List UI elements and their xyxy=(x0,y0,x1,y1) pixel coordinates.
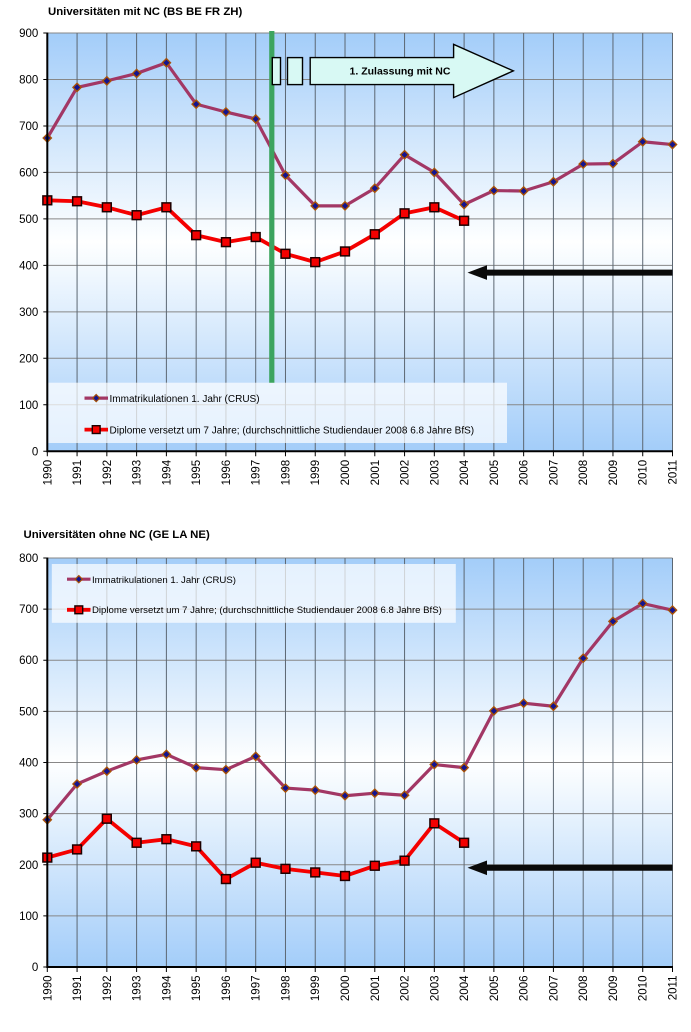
svg-text:100: 100 xyxy=(19,911,38,923)
svg-text:200: 200 xyxy=(19,860,38,872)
svg-text:900: 900 xyxy=(19,28,38,40)
svg-text:0: 0 xyxy=(32,446,38,458)
svg-text:100: 100 xyxy=(19,400,38,412)
svg-text:2008: 2008 xyxy=(578,976,590,1002)
svg-text:2005: 2005 xyxy=(489,460,501,486)
svg-text:1997: 1997 xyxy=(251,976,263,1002)
svg-text:2002: 2002 xyxy=(400,460,412,486)
svg-text:Universitäten ohne NC (GE LA N: Universitäten ohne NC (GE LA NE) xyxy=(24,529,210,541)
svg-text:2010: 2010 xyxy=(638,460,650,486)
svg-text:200: 200 xyxy=(19,353,38,365)
svg-text:2009: 2009 xyxy=(608,976,620,1002)
svg-text:1994: 1994 xyxy=(161,975,173,1001)
svg-text:2001: 2001 xyxy=(370,976,382,1002)
svg-text:500: 500 xyxy=(19,214,38,226)
svg-text:2005: 2005 xyxy=(489,976,501,1002)
svg-text:300: 300 xyxy=(19,307,38,319)
svg-text:400: 400 xyxy=(19,758,38,770)
svg-text:700: 700 xyxy=(19,121,38,133)
svg-text:1996: 1996 xyxy=(221,460,233,486)
svg-text:2011: 2011 xyxy=(668,976,680,1001)
svg-text:Universitäten mit NC (BS BE FR: Universitäten mit NC (BS BE FR ZH) xyxy=(48,6,242,18)
svg-text:2010: 2010 xyxy=(638,976,650,1002)
svg-text:2003: 2003 xyxy=(429,976,441,1002)
svg-text:Immatrikulationen 1. Jahr (CRU: Immatrikulationen 1. Jahr (CRUS) xyxy=(92,575,236,586)
svg-text:1992: 1992 xyxy=(102,976,114,1002)
svg-text:Diplome versetzt um 7 Jahre; (: Diplome versetzt um 7 Jahre; (durchschni… xyxy=(110,425,475,436)
svg-text:1993: 1993 xyxy=(132,976,144,1002)
svg-text:1991: 1991 xyxy=(72,460,84,486)
svg-text:2000: 2000 xyxy=(340,460,352,486)
svg-text:2011: 2011 xyxy=(668,460,680,485)
svg-text:1999: 1999 xyxy=(310,460,322,486)
svg-text:1991: 1991 xyxy=(72,976,84,1002)
svg-text:2002: 2002 xyxy=(400,976,412,1002)
svg-text:800: 800 xyxy=(19,553,38,565)
svg-text:2006: 2006 xyxy=(519,976,531,1002)
svg-text:Diplome versetzt um 7 Jahre; (: Diplome versetzt um 7 Jahre; (durchschni… xyxy=(92,605,442,616)
svg-text:Immatrikulationen 1. Jahr (CRU: Immatrikulationen 1. Jahr (CRUS) xyxy=(110,394,260,405)
svg-text:1990: 1990 xyxy=(42,460,54,486)
svg-text:2001: 2001 xyxy=(370,460,382,486)
svg-text:2006: 2006 xyxy=(519,460,531,486)
svg-text:600: 600 xyxy=(19,655,38,667)
svg-text:1997: 1997 xyxy=(251,460,263,486)
svg-text:2009: 2009 xyxy=(608,460,620,486)
svg-text:1995: 1995 xyxy=(191,460,203,486)
svg-text:1994: 1994 xyxy=(161,459,173,485)
svg-text:1996: 1996 xyxy=(221,976,233,1002)
svg-text:700: 700 xyxy=(19,604,38,616)
svg-text:300: 300 xyxy=(19,809,38,821)
svg-text:1993: 1993 xyxy=(132,460,144,486)
svg-text:2004: 2004 xyxy=(459,459,471,485)
svg-text:1992: 1992 xyxy=(102,460,114,486)
svg-text:500: 500 xyxy=(19,706,38,718)
svg-text:2003: 2003 xyxy=(429,460,441,486)
svg-text:1990: 1990 xyxy=(42,976,54,1002)
svg-text:2000: 2000 xyxy=(340,976,352,1002)
svg-text:2008: 2008 xyxy=(578,460,590,486)
svg-text:1. Zulassung mit NC: 1. Zulassung mit NC xyxy=(350,66,451,78)
svg-text:1999: 1999 xyxy=(310,976,322,1002)
svg-text:0: 0 xyxy=(32,962,38,974)
svg-text:1998: 1998 xyxy=(280,976,292,1002)
svg-text:2007: 2007 xyxy=(548,460,560,486)
svg-text:600: 600 xyxy=(19,167,38,179)
svg-text:1998: 1998 xyxy=(280,460,292,486)
svg-text:400: 400 xyxy=(19,260,38,272)
svg-text:2004: 2004 xyxy=(459,975,471,1001)
svg-text:1995: 1995 xyxy=(191,976,203,1002)
svg-text:800: 800 xyxy=(19,75,38,87)
svg-text:2007: 2007 xyxy=(548,976,560,1002)
